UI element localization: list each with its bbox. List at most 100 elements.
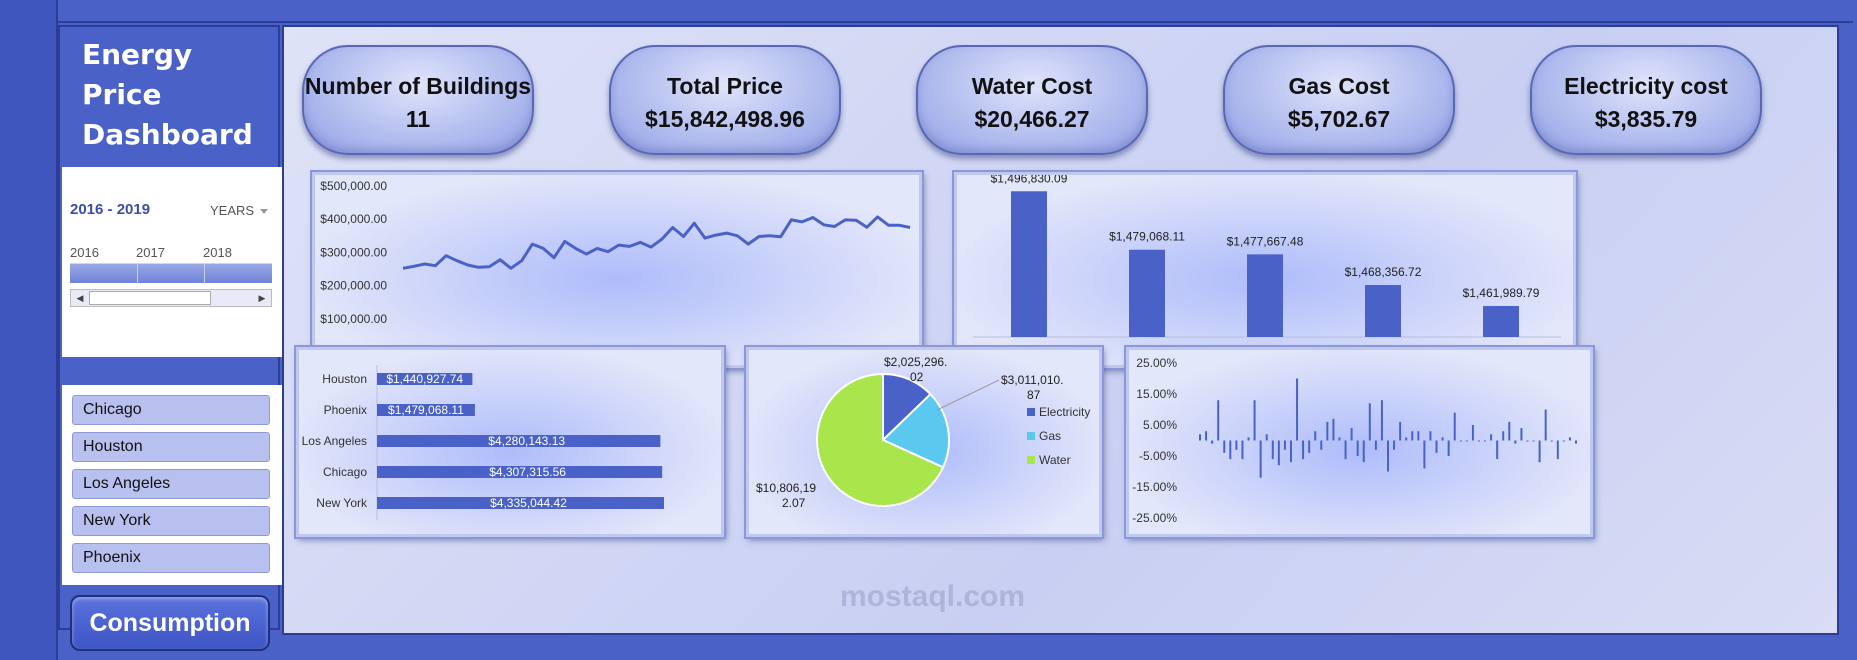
kpi-label: Total Price xyxy=(667,73,783,99)
title-line: Price xyxy=(82,78,162,111)
slicer-item-chicago[interactable]: Chicago xyxy=(72,395,270,425)
change-bar xyxy=(1435,440,1438,453)
cost-pie-chart: $2,025,296. 02 $3,011,010. 87 $10,806,19 2.07… xyxy=(756,355,1090,510)
bar-chicago xyxy=(377,466,663,478)
bar-los-angeles xyxy=(377,435,661,447)
change-bar xyxy=(1453,412,1456,441)
change-bar xyxy=(1362,440,1365,463)
timeline-selection-bar[interactable] xyxy=(70,263,272,284)
building-bar-chart-panel: $1,496,830.09B1008$1,479,068.11B1006$1,4… xyxy=(954,171,1576,368)
data-label: $1,468,356.72 xyxy=(1345,265,1422,279)
bar-b1008 xyxy=(1011,191,1047,337)
change-bar xyxy=(1387,440,1389,472)
watermark: mostaql.com xyxy=(840,580,1026,613)
legend-label: Water xyxy=(1039,453,1071,467)
bar-new-york xyxy=(377,497,664,509)
data-label: $1,461,989.79 xyxy=(1463,286,1540,300)
scroll-right-icon[interactable]: ▶ xyxy=(258,293,266,303)
building-bar-chart: $1,496,830.09B1008$1,479,068.11B1006$1,4… xyxy=(973,171,1561,358)
timeline-year[interactable]: 2017 xyxy=(136,245,165,260)
change-bar xyxy=(1277,440,1280,466)
change-bar xyxy=(1296,378,1299,441)
data-label: $1,479,068.11 xyxy=(1109,230,1185,244)
change-bar xyxy=(1259,440,1262,478)
timeline-year[interactable]: 2016 xyxy=(70,245,99,260)
timeline-range: 2016 - 2019 xyxy=(70,201,151,218)
pie-chart-panel: $2,025,296. 02 $3,011,010. 87 $10,806,19 2.07… xyxy=(746,347,1102,537)
change-bar xyxy=(1235,440,1238,450)
timeline-slicer: 2016 - 2019 YEARS 2016 2017 2018 ◀ ▶ xyxy=(62,167,282,357)
price-series-line xyxy=(402,215,911,270)
slicer-item-phoenix[interactable]: Phoenix xyxy=(72,543,270,573)
bar-houston xyxy=(377,373,473,385)
change-bar xyxy=(1496,440,1499,460)
y-tick-label: Los Angeles xyxy=(302,434,367,448)
data-label: $4,280,143.13 xyxy=(488,434,565,448)
change-bar xyxy=(1393,440,1396,450)
change-bar xyxy=(1217,400,1220,441)
legend-label: Electricity xyxy=(1039,405,1090,419)
y-tick-label: 15.00% xyxy=(1136,387,1177,401)
y-tick-label: -15.00% xyxy=(1132,480,1177,494)
change-bar xyxy=(1205,431,1208,441)
timeline-scrollbar[interactable]: ◀ ▶ xyxy=(70,289,272,307)
legend-swatch xyxy=(1027,432,1035,440)
city-bar-chart-panel: Houston $1,440,927.74 Phoenix $1,479,068.11… xyxy=(296,347,724,537)
data-label: $10,806,19 2.07 xyxy=(756,481,816,510)
scroll-left-icon[interactable]: ◀ xyxy=(76,293,84,303)
city-slicer: Chicago Houston Los Angeles New York Pho… xyxy=(62,385,282,585)
change-bar xyxy=(1556,440,1559,460)
scroll-thumb[interactable] xyxy=(89,291,211,305)
y-tick-label: Phoenix xyxy=(324,403,367,417)
change-bar xyxy=(1265,434,1268,441)
slicer-item-new-york[interactable]: New York xyxy=(72,506,270,536)
change-bar xyxy=(1417,431,1420,441)
pie-slice-water xyxy=(816,372,945,507)
change-bar xyxy=(1465,440,1468,442)
change-bar xyxy=(1241,440,1244,460)
bar-phoenix xyxy=(377,404,475,416)
kpi-label: Gas Cost xyxy=(1288,73,1390,99)
change-bar xyxy=(1562,440,1565,442)
slicer-item-houston[interactable]: Houston xyxy=(72,432,270,462)
change-bar xyxy=(1429,431,1432,441)
timeline-divider xyxy=(204,264,205,284)
line-chart: $500,000.00 $400,000.00 $300,000.00 $200,00… xyxy=(320,179,911,359)
data-label: $1,479,068.11 xyxy=(388,403,464,417)
data-label: $4,335,044.42 xyxy=(490,496,567,510)
top-frame xyxy=(58,3,1853,23)
slicer-item-los-angeles[interactable]: Los Angeles xyxy=(72,469,270,499)
change-bar xyxy=(1532,440,1535,442)
y-tick-label: $300,000.00 xyxy=(320,245,387,259)
bar-b1001 xyxy=(1247,254,1283,337)
change-bar xyxy=(1441,437,1444,441)
y-tick-label: $200,000.00 xyxy=(320,279,387,293)
change-bar xyxy=(1308,440,1311,453)
change-bar xyxy=(1302,440,1305,460)
y-tick-label: 5.00% xyxy=(1143,418,1177,432)
title-line: Energy xyxy=(82,38,193,71)
bottom-frame xyxy=(282,637,1857,660)
timeline-year[interactable]: 2018 xyxy=(203,245,232,260)
change-bar xyxy=(1326,421,1329,441)
change-bar xyxy=(1508,421,1511,441)
data-label: $1,496,830.09 xyxy=(991,175,1068,185)
timeline-unit-dropdown[interactable]: YEARS xyxy=(210,203,269,218)
pie-slice-gas xyxy=(881,392,950,469)
change-bar xyxy=(1490,434,1493,441)
data-label: $1,477,667.48 xyxy=(1227,234,1304,248)
change-bar xyxy=(1289,440,1292,463)
change-bar xyxy=(1338,437,1341,441)
change-bar xyxy=(1223,440,1226,453)
change-bar xyxy=(1356,440,1359,456)
change-bar xyxy=(1447,440,1450,456)
consumption-button[interactable]: Consumption xyxy=(70,595,270,651)
change-bar xyxy=(1459,440,1462,442)
legend-label: Gas xyxy=(1039,429,1061,443)
y-tick-label: $500,000.00 xyxy=(320,179,387,193)
change-bar xyxy=(1520,428,1523,441)
change-bar xyxy=(1350,428,1353,441)
y-tick-label: -25.00% xyxy=(1132,511,1177,525)
dashboard-title: Energy Price Dashboard xyxy=(64,35,274,190)
y-tick-label: Houston xyxy=(322,372,367,386)
